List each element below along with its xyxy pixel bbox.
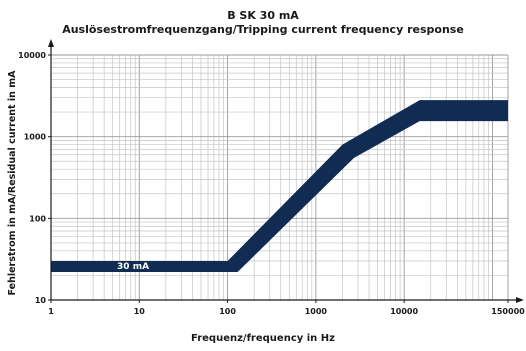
x-tick-label: 100 [219, 307, 236, 316]
chart-annotations: 30 mA [117, 262, 149, 272]
response-band [51, 100, 508, 272]
chart-grid [50, 54, 509, 301]
x-axis-arrow [516, 297, 524, 303]
y-axis-arrow [48, 39, 54, 47]
chart-band-layer [51, 100, 508, 272]
band-annotation: 30 mA [117, 262, 149, 272]
y-tick-label: 10 [35, 296, 47, 305]
x-tick-label: 150000 [491, 307, 525, 316]
x-tick-label: 10 [134, 307, 146, 316]
x-tick-label: 1000 [305, 307, 328, 316]
chart-axes [48, 39, 524, 303]
y-tick-label: 1000 [24, 133, 47, 142]
y-axis-label: Fehlerstrom in mA/Residual current in mA [7, 70, 18, 296]
x-tick-label: 1 [48, 307, 54, 316]
y-tick-label: 10000 [18, 51, 46, 60]
chart-title: B SK 30 mA [227, 9, 299, 22]
x-axis-label: Frequenz/frequency in Hz [191, 333, 335, 344]
chart-subtitle: Auslösestromfrequenzgang/Tripping curren… [62, 23, 464, 36]
x-tick-label: 10000 [390, 307, 418, 316]
y-tick-label: 100 [29, 214, 46, 223]
